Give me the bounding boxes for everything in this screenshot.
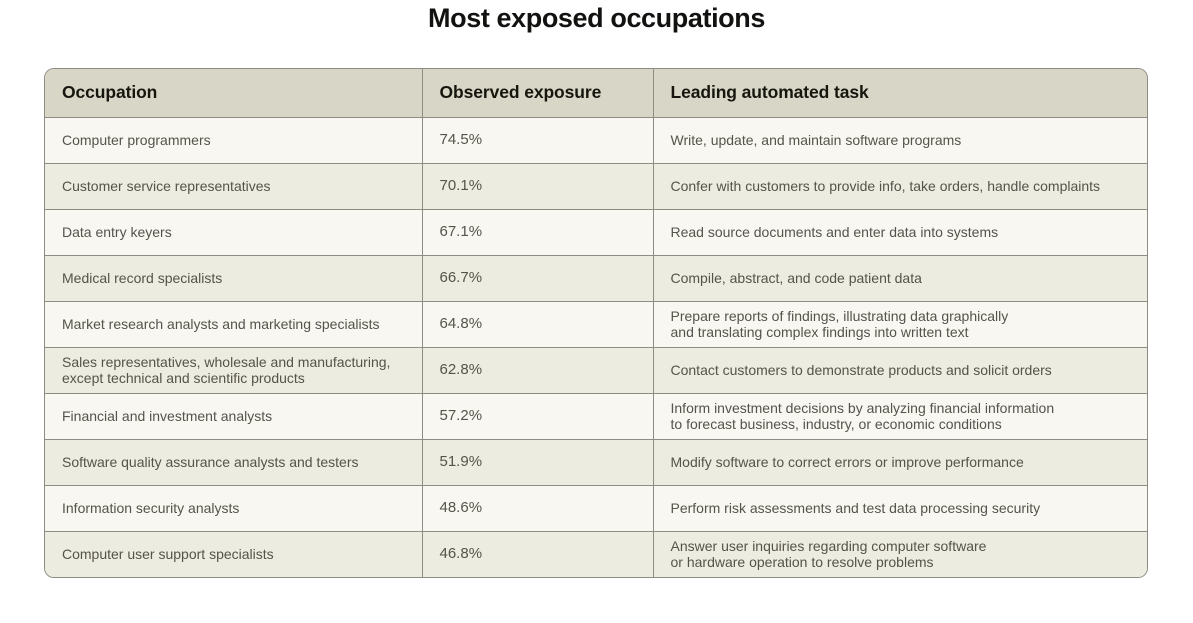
header-cell-observed-exposure: Observed exposure: [421, 69, 653, 117]
exposure-table: Occupation Observed exposure Leading aut…: [45, 69, 1147, 577]
occupation-cell: Computer programmers: [45, 116, 422, 163]
occupation-cell: Financial and investment analysts: [45, 392, 422, 439]
task-cell: Prepare reports of findings, illustratin…: [652, 300, 1147, 347]
table-row: Data entry keyers 67.1% Read source docu…: [45, 208, 1147, 255]
exposure-cell: 48.6%: [421, 484, 653, 531]
table-row: Computer user support specialists 46.8% …: [45, 530, 1147, 577]
exposure-cell: 64.8%: [421, 300, 653, 347]
task-cell: Confer with customers to provide info, t…: [652, 162, 1147, 209]
table-row: Software quality assurance analysts and …: [45, 438, 1147, 485]
exposure-table-container: Occupation Observed exposure Leading aut…: [44, 68, 1148, 578]
occupation-cell: Data entry keyers: [45, 208, 422, 255]
exposure-cell: 51.9%: [421, 438, 653, 485]
task-cell: Contact customers to demonstrate product…: [652, 346, 1147, 393]
occupation-cell: Sales representatives, wholesale and man…: [45, 346, 422, 393]
exposure-cell: 62.8%: [421, 346, 653, 393]
task-cell: Write, update, and maintain software pro…: [652, 116, 1147, 163]
exposure-cell: 46.8%: [421, 530, 653, 577]
exposure-cell: 70.1%: [421, 162, 653, 209]
table-row: Financial and investment analysts 57.2% …: [45, 392, 1147, 439]
exposure-cell: 74.5%: [421, 116, 653, 163]
task-cell: Inform investment decisions by analyzing…: [652, 392, 1147, 439]
occupation-cell: Customer service representatives: [45, 162, 422, 209]
table-row: Sales representatives, wholesale and man…: [45, 346, 1147, 393]
task-cell: Answer user inquiries regarding computer…: [652, 530, 1147, 577]
table-row: Medical record specialists 66.7% Compile…: [45, 254, 1147, 301]
header-cell-occupation: Occupation: [45, 69, 422, 117]
page-title: Most exposed occupations: [428, 3, 765, 33]
table-row: Information security analysts 48.6% Perf…: [45, 484, 1147, 531]
table-row: Computer programmers 74.5% Write, update…: [45, 116, 1147, 163]
table-header-row: Occupation Observed exposure Leading aut…: [45, 69, 1147, 117]
task-cell: Perform risk assessments and test data p…: [652, 484, 1147, 531]
task-cell: Read source documents and enter data int…: [652, 208, 1147, 255]
occupation-cell: Market research analysts and marketing s…: [45, 300, 422, 347]
table-header: Occupation Observed exposure Leading aut…: [45, 69, 1147, 117]
exposure-cell: 66.7%: [421, 254, 653, 301]
exposure-cell: 57.2%: [421, 392, 653, 439]
header-cell-leading-automated-task: Leading automated task: [652, 69, 1147, 117]
occupation-cell: Information security analysts: [45, 484, 422, 531]
occupation-cell: Computer user support specialists: [45, 530, 422, 577]
table-row: Market research analysts and marketing s…: [45, 300, 1147, 347]
occupation-cell: Software quality assurance analysts and …: [45, 438, 422, 485]
exposure-cell: 67.1%: [421, 208, 653, 255]
task-cell: Compile, abstract, and code patient data: [652, 254, 1147, 301]
task-cell: Modify software to correct errors or imp…: [652, 438, 1147, 485]
table-body: Computer programmers 74.5% Write, update…: [45, 116, 1147, 577]
occupation-cell: Medical record specialists: [45, 254, 422, 301]
table-row: Customer service representatives 70.1% C…: [45, 162, 1147, 209]
